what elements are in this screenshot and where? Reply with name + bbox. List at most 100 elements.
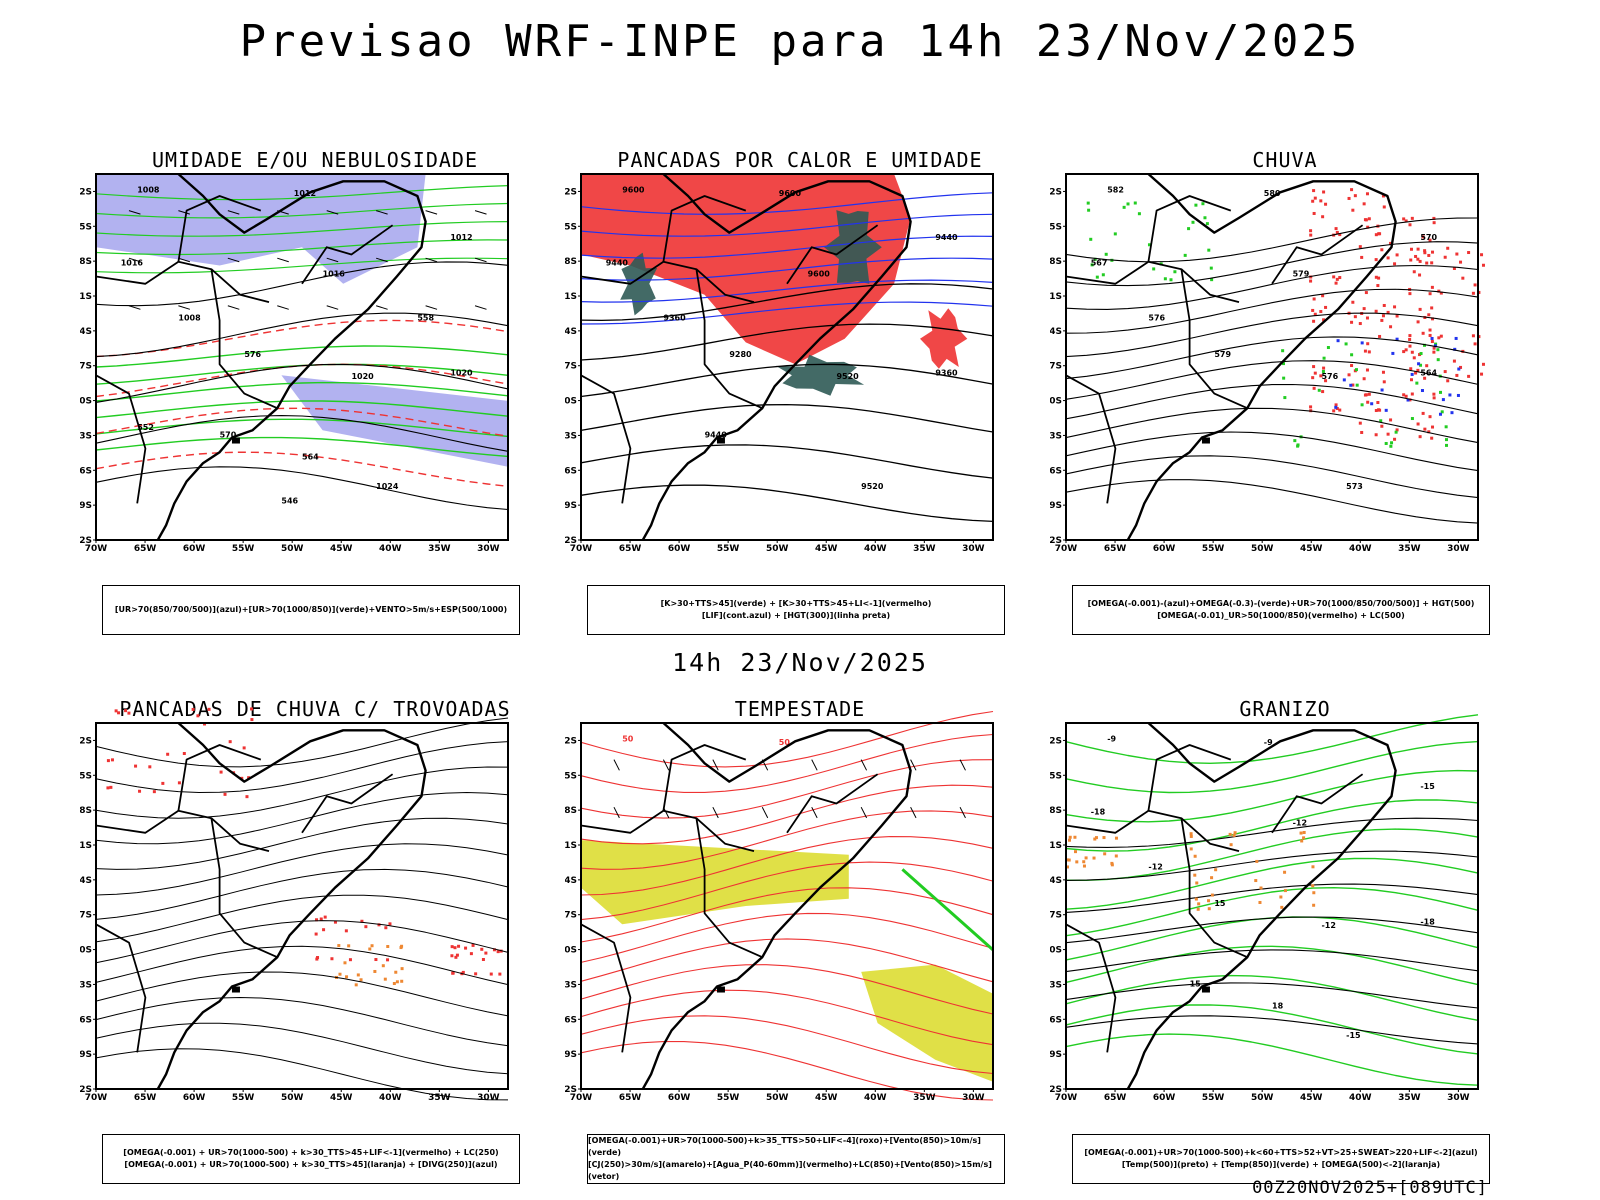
map-frame: 12S 15S 18S 21S 24S 27S 30S 33S 36S 39S 42S70W 65W 6… [1050, 722, 1479, 1103]
panel-legend: [OMEGA(-0.001)+UR>70(1000-500)+k>35_TTS>… [587, 1134, 1005, 1184]
rain-red-cell [1338, 408, 1342, 412]
rain-green-cell [1283, 396, 1287, 400]
storm-orange-cell [400, 967, 404, 971]
storm-red-cell [484, 951, 488, 955]
omega-orange-cell [1300, 839, 1304, 843]
omega-orange-cell [1214, 868, 1218, 872]
rain-red-cell [1309, 233, 1313, 237]
rain-green-cell [1133, 201, 1137, 205]
wind-arrow [178, 305, 191, 310]
hgt-black-contour [580, 484, 994, 523]
rain-red-cell [1338, 276, 1342, 280]
map-border [95, 722, 509, 1090]
rain-green-cell [1415, 381, 1419, 385]
lat-label: 42S [80, 536, 92, 546]
omega-orange-cell [1283, 870, 1287, 874]
contour-labels: 582 580 579 576 573 570 567 564 576 579 [1091, 185, 1438, 490]
lon-label: 40W [864, 1093, 887, 1103]
storm-orange-cell [343, 961, 347, 965]
storm-red-cell [489, 972, 493, 976]
storm-orange-cell [337, 944, 341, 948]
contour-label: -12 [1321, 921, 1335, 930]
lon-label: 40W [864, 544, 887, 554]
lat-label: 21S [565, 841, 577, 851]
wind-green-band [901, 868, 994, 952]
omega-orange-cell [1279, 895, 1283, 899]
rain-green-cell [1344, 342, 1348, 346]
rain-red-cell [1334, 403, 1338, 407]
map-frame: 12S 15S 18S 21S 24S 27S 30S 33S 36S 39S 42S70W 65W 6… [80, 173, 509, 554]
rain-red-cell [1377, 276, 1381, 280]
lat-label: 30S [80, 397, 92, 407]
omega-orange-cell [1067, 858, 1071, 862]
rain-green-cell [1321, 369, 1325, 373]
contour-labels: 9600 9600 9600 9520 9520 9440 9440 9360 9360 9280… [606, 185, 958, 490]
omega-orange-cell [1280, 905, 1284, 909]
country-border [210, 818, 278, 959]
rain-green-cell [1322, 356, 1326, 360]
wind-arrow [474, 305, 487, 310]
storm-red-cell [322, 928, 326, 932]
contour-label: 1024 [376, 482, 399, 491]
temp500-black-contour [1065, 850, 1479, 881]
lc850-red-streamline [580, 733, 994, 793]
rain-red-cell [1421, 235, 1425, 239]
rain-red-cell [1360, 430, 1364, 434]
contour-label: 567 [1091, 259, 1108, 268]
rain-red-cell [1404, 394, 1408, 398]
rain-red-cell [1437, 336, 1441, 340]
storm-red-cell [182, 752, 186, 756]
lat-label: 21S [80, 841, 92, 851]
thickness-red-contour [95, 407, 509, 437]
rain-red-cell [1432, 221, 1436, 225]
rain-red-cell [1473, 342, 1477, 346]
storm-red-cell [110, 758, 114, 762]
rain-red-cell [1367, 217, 1371, 221]
rain-red-cell [1421, 411, 1425, 415]
rain-red-cell [1350, 320, 1354, 324]
rain-red-cell [1389, 418, 1393, 422]
temp500-black-contour [1065, 982, 1479, 1009]
wind-arrow [178, 210, 191, 215]
contour-label: -12 [1148, 862, 1162, 871]
storm-orange-cell [392, 981, 396, 985]
main-title: Previsao WRF-INPE para 14h 23/Nov/2025 [239, 16, 1361, 67]
rain-green-cell [1296, 443, 1300, 447]
contour-label: 9600 [779, 189, 802, 198]
rain-green-cell [1090, 263, 1094, 267]
rain-green-cell [1419, 352, 1423, 356]
rain-red-cell [1467, 374, 1471, 378]
rain-red-cell [1428, 415, 1432, 419]
contour-label: 570 [220, 431, 237, 440]
rain-green-cell [1169, 278, 1173, 282]
rain-red-cell [1418, 259, 1422, 263]
lat-label: 30S [1050, 397, 1062, 407]
omega-orange-cell [1233, 831, 1237, 835]
rain-red-cell [1410, 392, 1414, 396]
rain-red-cell [1428, 238, 1432, 242]
storm-red-cell [319, 917, 323, 921]
lon-label: 35W [428, 1093, 451, 1103]
rain-red-cell [1312, 211, 1316, 215]
contour-label: 9520 [836, 372, 859, 381]
rain-red-cell [1382, 303, 1386, 307]
temp500-black-contour [1065, 949, 1479, 973]
rain-red-cell [1446, 246, 1450, 250]
storm-red-cell [457, 944, 461, 948]
rain-red-cell [1335, 277, 1339, 281]
rain-red-cell [1430, 261, 1434, 265]
country-border [95, 923, 147, 1053]
contour-label: 9440 [705, 431, 728, 440]
rain-red-cell [1480, 253, 1484, 257]
rain-red-cell [1431, 317, 1435, 321]
rain-red-cell [1416, 257, 1420, 261]
rain-red-cell [1312, 365, 1316, 369]
rain-green-cell [1317, 388, 1321, 392]
contour-label: 573 [1346, 482, 1363, 491]
lat-label: 39S [1050, 1050, 1062, 1060]
storm-red-cell [106, 786, 110, 790]
hgt500-black-contour [1065, 431, 1479, 472]
rain-green-cell [1282, 376, 1286, 380]
rain-red-cell [1410, 350, 1414, 354]
omega-orange-cell [1193, 854, 1197, 858]
